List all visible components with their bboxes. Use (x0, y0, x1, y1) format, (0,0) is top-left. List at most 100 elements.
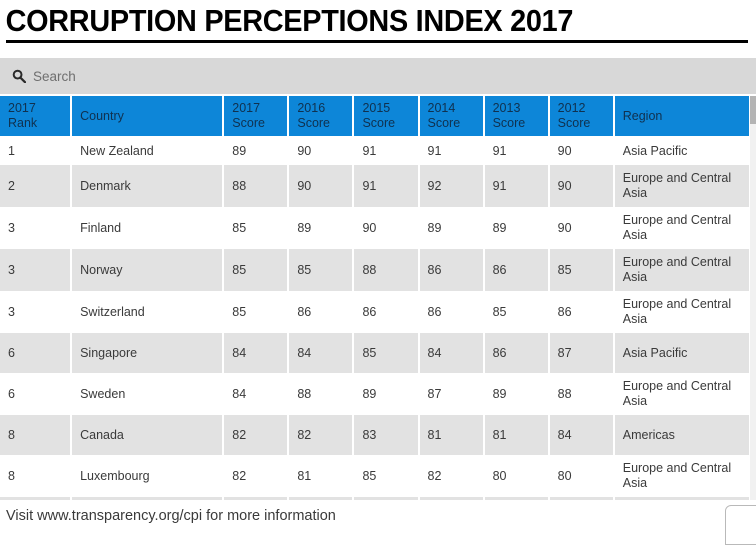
cell-s2015: 91 (354, 165, 420, 207)
cell-rank: 3 (0, 207, 73, 249)
table-row[interactable]: 1 New Zealand 89 90 91 91 91 90 Asia Pacific (0, 138, 751, 165)
corner-overlay-panel[interactable]: ⋮ (725, 505, 756, 545)
header-line2: Score (297, 116, 331, 130)
cell-s2014: 82 (419, 455, 485, 497)
table-row[interactable]: 8 Luxembourg 82 81 85 82 80 80 Europe and Centra… (0, 455, 751, 497)
cell-s2017: 89 (224, 138, 290, 165)
column-header-score-2017[interactable]: 2017 Score (224, 96, 290, 138)
cell-s2012: 88 (549, 373, 615, 415)
scrollbar-thumb[interactable] (750, 96, 756, 124)
cell-s2014: 92 (419, 165, 485, 207)
cell-region: Asia Pacific (614, 333, 751, 373)
cell-country: Canada (72, 415, 225, 455)
cell-s2013: 91 (484, 138, 550, 165)
cell-s2014: 81 (419, 415, 485, 455)
cell-s2015: 85 (354, 333, 420, 373)
cell-rank: 2 (0, 165, 73, 207)
cell-s2016: 84 (289, 333, 355, 373)
column-header-region[interactable]: Region (614, 96, 751, 138)
cell-s2017: 84 (224, 373, 290, 415)
page-title: CORRUPTION PERCEPTIONS INDEX 2017 (5, 3, 574, 38)
cell-s2012: 84 (549, 415, 615, 455)
cell-s2016: 85 (289, 249, 355, 291)
table-row[interactable]: 8Netherlands828384838384Europe and Centr… (0, 497, 751, 500)
cell-s2013: 86 (484, 333, 550, 373)
cell-s2012: 87 (549, 333, 615, 373)
cell-s2016: 82 (289, 415, 355, 455)
header-line2: Score (492, 116, 526, 130)
cell-s2014: 84 (419, 333, 485, 373)
cell-rank: 3 (0, 291, 73, 333)
table-body: 1 New Zealand 89 90 91 91 91 90 Asia Pacific 2 Den… (0, 138, 751, 500)
cell-s2012: 80 (549, 455, 615, 497)
cell-country: Singapore (72, 333, 225, 373)
cell-s2017: 88 (224, 165, 290, 207)
cell-s2016: 88 (289, 373, 355, 415)
cell-s2015: 88 (354, 249, 420, 291)
table-row[interactable]: 8 Canada 82 82 83 81 81 84 Americas (0, 415, 751, 455)
column-header-score-2015[interactable]: 2015 Score (354, 96, 420, 138)
table-row[interactable]: 3 Norway 85 85 88 86 86 85 Europe and Central As… (0, 249, 751, 291)
table-row[interactable]: 6 Sweden 84 88 89 87 89 88 Europe and Central As… (0, 373, 751, 415)
header-line2: Score (362, 116, 396, 130)
column-header-score-2012[interactable]: 2012 Score (549, 96, 615, 138)
column-header-country[interactable]: Country (72, 96, 225, 138)
cell-s2013: 80 (484, 455, 550, 497)
cell-rank: 8 (0, 455, 73, 497)
header-line1: Region (622, 108, 663, 123)
table-header-row: 2017 Rank Country 2017 Score 2016 Score … (0, 96, 751, 138)
column-header-score-2014[interactable]: 2014 Score (419, 96, 485, 138)
cell-s2015: 86 (354, 291, 420, 333)
table-row[interactable]: 3 Switzerland 85 86 86 86 85 86 Europe and Centr… (0, 291, 751, 333)
search-bar[interactable]: Search (0, 58, 756, 94)
cell-s2014: 86 (419, 249, 485, 291)
footer-note: Visit www.transparency.org/cpi for more … (6, 508, 336, 524)
cell-s2013: 91 (484, 165, 550, 207)
column-header-score-2016[interactable]: 2016 Score (289, 96, 355, 138)
header-line1: 2012 (557, 101, 586, 115)
column-header-rank[interactable]: 2017 Rank (0, 96, 73, 138)
cell-s2015: 90 (354, 207, 420, 249)
cell-country: Norway (72, 249, 225, 291)
cell-region: Europe and Central Asia (614, 455, 751, 497)
cell-region: Europe and Central Asia (614, 497, 751, 500)
cell-s2013: 89 (484, 207, 550, 249)
cpi-table: 2017 Rank Country 2017 Score 2016 Score … (0, 96, 751, 500)
cell-s2013: 89 (484, 373, 550, 415)
cell-country: Switzerland (72, 291, 225, 333)
cell-s2015: 84 (354, 497, 420, 500)
cell-s2015: 91 (354, 138, 420, 165)
cell-s2015: 85 (354, 455, 420, 497)
search-icon (12, 69, 26, 83)
table-row[interactable]: 6 Singapore 84 84 85 84 86 87 Asia Pacific (0, 333, 751, 373)
cell-rank: 3 (0, 249, 73, 291)
cell-s2017: 82 (224, 415, 290, 455)
cell-s2013: 81 (484, 415, 550, 455)
cell-s2016: 86 (289, 291, 355, 333)
cell-s2016: 83 (289, 497, 355, 500)
cell-s2017: 85 (224, 249, 290, 291)
cell-country: Sweden (72, 373, 225, 415)
cell-s2014: 87 (419, 373, 485, 415)
cell-region: Europe and Central Asia (614, 165, 751, 207)
table-row[interactable]: 2 Denmark 88 90 91 92 91 90 Europe and Central A… (0, 165, 751, 207)
cell-s2012: 90 (549, 138, 615, 165)
cell-s2013: 86 (484, 249, 550, 291)
cell-region: Americas (614, 415, 751, 455)
cell-s2017: 82 (224, 455, 290, 497)
header-line1: 2017 (8, 101, 36, 115)
cell-s2015: 83 (354, 415, 420, 455)
cell-rank: 8 (0, 497, 73, 500)
cell-country: Luxembourg (72, 455, 225, 497)
cell-s2012: 90 (549, 207, 615, 249)
cell-s2012: 86 (549, 291, 615, 333)
header-line1: 2016 (297, 101, 326, 115)
column-header-score-2013[interactable]: 2013 Score (484, 96, 550, 138)
vertical-scrollbar[interactable] (750, 96, 756, 500)
cell-s2014: 86 (419, 291, 485, 333)
cell-country: Finland (72, 207, 225, 249)
table-row[interactable]: 3 Finland 85 89 90 89 89 90 Europe and Central A… (0, 207, 751, 249)
header-line1: 2015 (362, 101, 391, 115)
cell-s2016: 90 (289, 138, 355, 165)
search-input[interactable]: Search (33, 68, 76, 84)
